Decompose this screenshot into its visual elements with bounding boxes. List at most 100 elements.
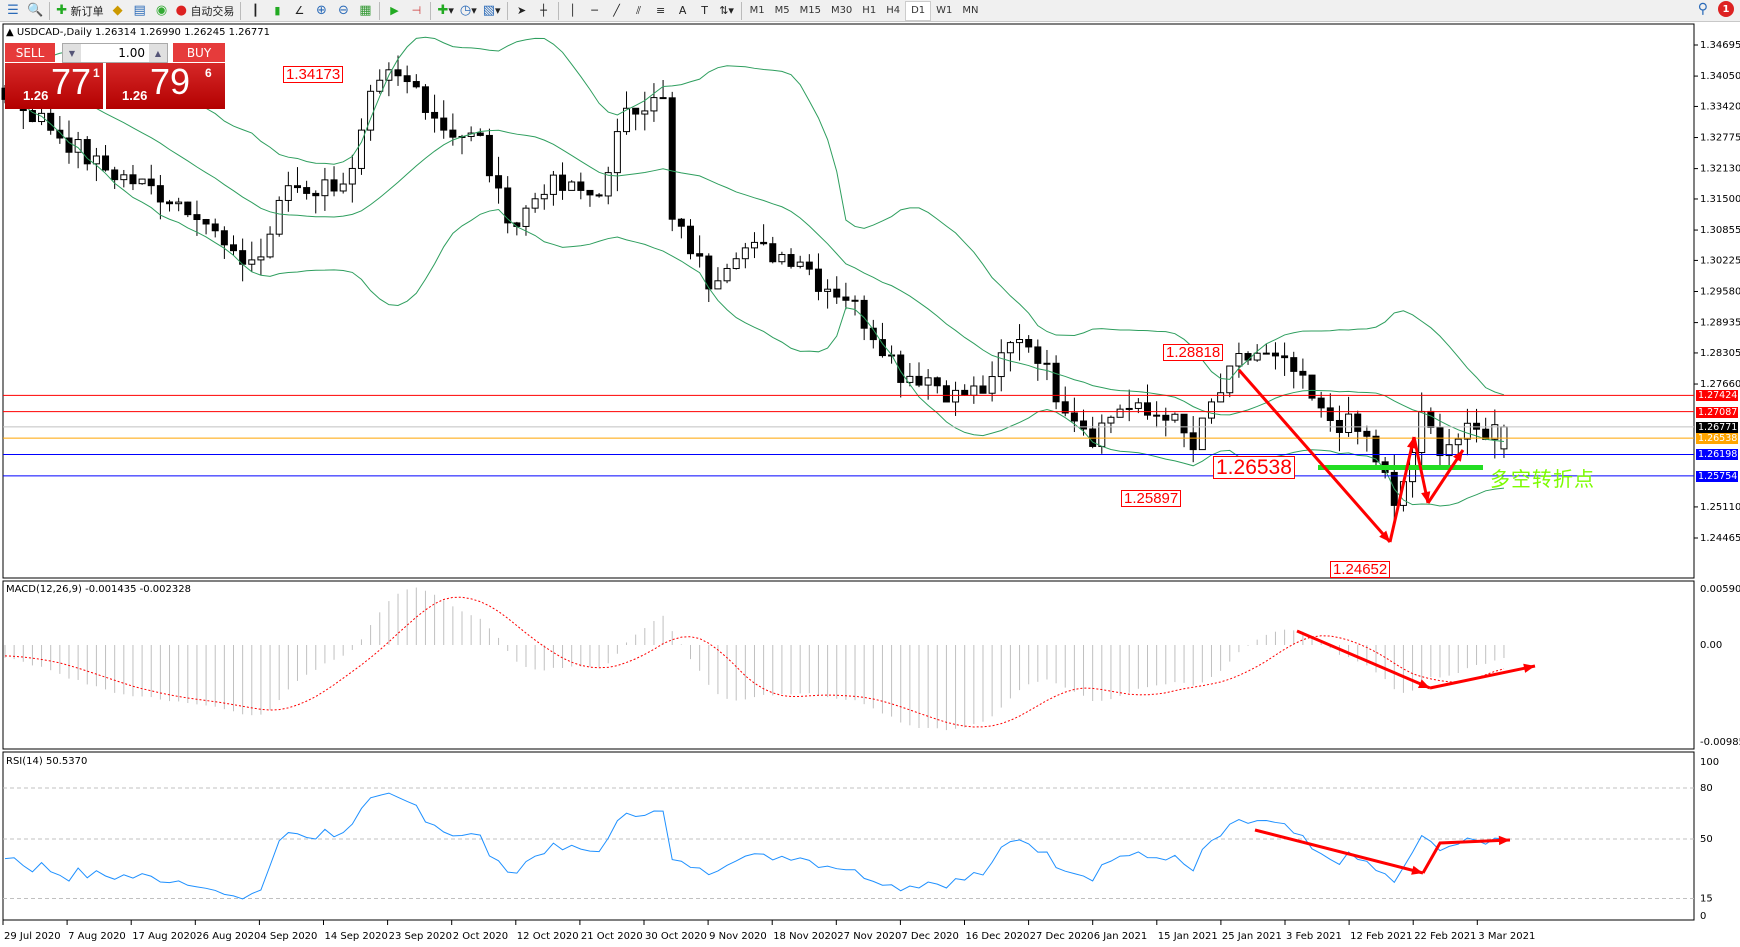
rsi-arrow-up-head bbox=[1498, 835, 1510, 846]
date-axis-label: 27 Nov 2020 bbox=[837, 931, 901, 942]
price-annotation[interactable]: 1.34173 bbox=[283, 66, 344, 83]
macd-axis-label: 0.00 bbox=[1700, 640, 1722, 651]
navigator-icon[interactable]: ▤ bbox=[133, 3, 146, 18]
chart-shift-icon[interactable]: ⊣ bbox=[411, 4, 422, 17]
bull-candle bbox=[284, 185, 292, 201]
bull-candle bbox=[997, 352, 1005, 378]
bull-candle bbox=[1235, 353, 1243, 367]
auto-scroll-icon[interactable]: ▶ bbox=[390, 4, 399, 17]
rsi-arrow-down-head bbox=[1411, 865, 1423, 875]
lot-size-input[interactable]: 1.00 bbox=[118, 46, 145, 60]
buy-price[interactable]: 1.26 79 6 bbox=[106, 61, 225, 109]
timeframe-m30[interactable]: M30 bbox=[830, 5, 853, 16]
timeframe-m15[interactable]: M15 bbox=[799, 5, 821, 16]
text-icon[interactable]: A bbox=[678, 4, 687, 17]
toolbar-divider bbox=[506, 1, 508, 20]
price-axis-label: 1.24465 bbox=[1700, 533, 1740, 544]
rsi-label: RSI(14) 50.5370 bbox=[6, 756, 88, 767]
buy-button[interactable]: BUY bbox=[173, 43, 225, 63]
date-axis-label: 27 Dec 2020 bbox=[1030, 931, 1094, 942]
rsi-axis-label: 80 bbox=[1700, 783, 1713, 794]
timeframe-d1[interactable]: D1 bbox=[905, 0, 932, 21]
periods-icon[interactable]: ◷ ▾ bbox=[459, 3, 477, 18]
timeframe-m1[interactable]: M1 bbox=[749, 5, 765, 16]
indicators-icon[interactable]: ✚ ▾ bbox=[437, 3, 454, 18]
new-order-button[interactable]: ✚ 新订单 bbox=[53, 1, 106, 21]
bear-candle bbox=[1244, 353, 1252, 361]
bear-candle bbox=[476, 132, 484, 136]
arrows-icon[interactable]: ⇅▾ bbox=[719, 4, 734, 17]
market-watch-icon[interactable]: ☰ bbox=[7, 3, 19, 18]
metaeditor-icon[interactable]: ◆ bbox=[112, 3, 123, 18]
main-chart-panel bbox=[2, 23, 1695, 579]
bull-candle bbox=[1134, 402, 1142, 409]
line-chart-icon[interactable]: ∠ bbox=[294, 4, 305, 17]
candlestick-icon[interactable]: ▮ bbox=[274, 4, 281, 17]
bar-chart-icon[interactable]: ┃ bbox=[252, 4, 259, 17]
sell-price-pips: 77 bbox=[51, 61, 92, 102]
lot-decrease-button[interactable]: ▼ bbox=[63, 44, 81, 62]
timeframe-h1[interactable]: H1 bbox=[862, 5, 877, 16]
trendline-icon[interactable]: ╱ bbox=[613, 4, 620, 17]
macd-arrow-up bbox=[1429, 664, 1536, 690]
data-window-icon[interactable]: 🔍 bbox=[27, 3, 44, 18]
bear-candle bbox=[979, 385, 987, 394]
zoom-in-icon[interactable]: ⊕ bbox=[315, 3, 327, 18]
bull-candle bbox=[248, 259, 256, 265]
lot-increase-button[interactable]: ▲ bbox=[149, 44, 167, 62]
price-axis-label: 1.30855 bbox=[1700, 225, 1740, 236]
sell-price[interactable]: 1.26 77 1 bbox=[5, 61, 103, 109]
auto-trading-button[interactable]: ● 自动交易 bbox=[173, 1, 238, 21]
bear-candle bbox=[577, 181, 585, 191]
price-axis-label: 1.29580 bbox=[1700, 287, 1740, 298]
bull-candle bbox=[266, 233, 274, 258]
timeframe-w1[interactable]: W1 bbox=[936, 5, 953, 16]
price-annotation[interactable]: 1.24652 bbox=[1330, 561, 1391, 578]
horizontal-line-icon[interactable]: ─ bbox=[591, 4, 598, 17]
date-axis-label: 30 Oct 2020 bbox=[645, 931, 707, 942]
bear-candle bbox=[449, 129, 457, 138]
timeframe-m5[interactable]: M5 bbox=[774, 5, 790, 16]
timeframe-h4[interactable]: H4 bbox=[886, 5, 901, 16]
bear-candle bbox=[1281, 355, 1289, 359]
bear-candle bbox=[1025, 339, 1033, 348]
timeframe-mn[interactable]: MN bbox=[962, 5, 979, 16]
notification-badge[interactable]: 1 bbox=[1718, 1, 1734, 17]
lot-size-stepper[interactable]: ▼ 1.00 ▲ bbox=[62, 43, 168, 63]
bear-candle bbox=[696, 253, 704, 257]
reversal-point-note[interactable]: 多空转折点 bbox=[1490, 467, 1595, 491]
one-click-trading-panel: SELL ▼ 1.00 ▲ BUY 1.26 77 1 1.26 79 6 bbox=[5, 43, 225, 109]
bull-candle bbox=[1016, 339, 1024, 344]
price-annotation[interactable]: 1.25897 bbox=[1121, 490, 1182, 507]
date-axis-label: 4 Sep 2020 bbox=[260, 931, 317, 942]
equidistant-channel-icon[interactable]: ⫽ bbox=[636, 3, 642, 17]
crosshair-icon[interactable]: ┼ bbox=[540, 4, 547, 17]
bear-candle bbox=[412, 81, 420, 88]
signals-icon[interactable]: ◉ bbox=[155, 3, 168, 18]
date-axis-label: 12 Feb 2021 bbox=[1350, 931, 1412, 942]
fibonacci-icon[interactable]: ≡ bbox=[655, 4, 666, 17]
bear-candle bbox=[1180, 413, 1188, 434]
templates-icon[interactable]: ▧ ▾ bbox=[482, 3, 501, 18]
sell-button[interactable]: SELL bbox=[5, 43, 55, 63]
zoom-out-icon[interactable]: ⊖ bbox=[337, 3, 349, 18]
price-line-tag: 1.27087 bbox=[1696, 406, 1738, 418]
bull-candle bbox=[750, 241, 758, 249]
bear-candle bbox=[495, 175, 503, 189]
vertical-line-icon[interactable]: │ bbox=[569, 4, 576, 17]
price-annotation[interactable]: 1.26538 bbox=[1213, 456, 1295, 479]
date-axis-label: 26 Aug 2020 bbox=[196, 931, 260, 942]
search-icon[interactable]: ⚲ bbox=[1697, 1, 1708, 17]
bear-candle bbox=[1372, 435, 1380, 463]
bull-candle bbox=[138, 178, 146, 185]
cursor-icon[interactable]: ➤ bbox=[516, 4, 527, 17]
tile-windows-icon[interactable]: ▦ bbox=[359, 3, 372, 18]
bull-candle bbox=[613, 131, 621, 174]
text-label-icon[interactable]: T bbox=[701, 4, 708, 17]
bear-candle bbox=[394, 69, 402, 77]
bull-candle bbox=[1171, 413, 1179, 421]
price-annotation[interactable]: 1.28818 bbox=[1163, 344, 1224, 361]
bull-candle bbox=[38, 112, 46, 123]
bull-candle bbox=[531, 198, 539, 209]
